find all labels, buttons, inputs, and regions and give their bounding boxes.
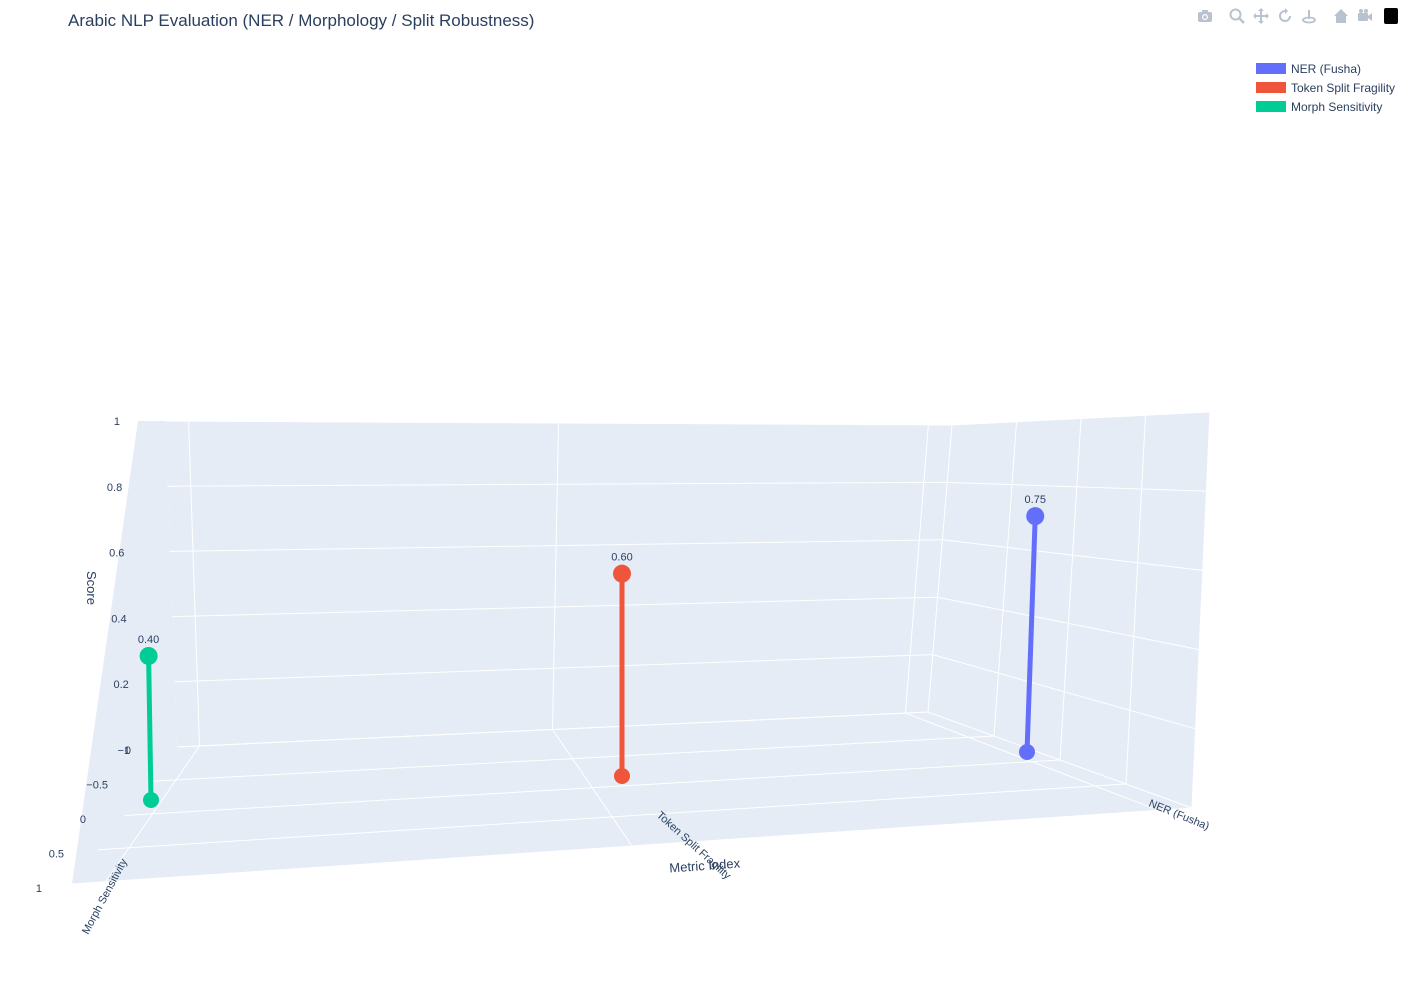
data-label: 0.75 [1025,494,1046,506]
y-gridline-floor [71,807,1193,885]
camera-view-icon[interactable] [1354,5,1376,27]
stem-line [1024,516,1038,753]
data-marks: 0.75 0.60 0.40 [138,494,1046,808]
stem-line [146,655,154,801]
y-tick-label: 1 [36,883,42,895]
pan-icon[interactable] [1250,5,1272,27]
modebar [1194,4,1404,28]
z-tick-label: 0.4 [111,613,126,625]
legend: NER (Fusha) Token Split Fragility Morph Se… [1256,59,1395,116]
base-marker [614,768,630,784]
camera-icon[interactable] [1194,5,1216,27]
gridlines [71,411,1211,885]
back-wall-pane [165,421,952,747]
y-gridline-right [993,421,1017,737]
z-tick-label: 0.8 [107,482,122,494]
data-label: 0.40 [138,634,159,646]
y-tick-label: −0.5 [86,780,108,792]
x-gridline-back [552,422,559,730]
x-gridline-back [188,421,201,746]
axis-titles: Metric Index Score [84,571,741,875]
zoom-icon[interactable] [1226,5,1248,27]
data-label: 0.60 [611,552,632,564]
scene-background [72,412,1210,884]
legend-item[interactable]: NER (Fusha) [1256,59,1395,78]
value-marker [139,646,158,665]
base-marker [143,792,159,808]
y-gridline-floor [176,711,929,748]
legend-item[interactable]: Token Split Fragility [1256,78,1395,97]
home-icon[interactable] [1330,5,1352,27]
z-tick-label: 0.2 [114,679,129,691]
y-gridline-floor [150,735,995,782]
y-tick-label: 0.5 [49,849,64,861]
z-tick-label: 0 [125,745,131,757]
legend-item[interactable]: Morph Sensitivity [1256,97,1395,116]
x-gridline-back [904,424,929,714]
chart-title: Arabic NLP Evaluation (NER / Morphology … [68,11,535,30]
y-gridline-floor [98,783,1127,851]
legend-label: Token Split Fragility [1291,80,1396,95]
y-gridline-right [1059,418,1082,761]
y-gridline-right [927,424,953,713]
y-tick-label: −1 [117,745,130,757]
legend-label: NER (Fusha) [1291,61,1362,76]
z-axis-title: Score [84,571,99,605]
floor-pane [72,712,1192,884]
plotly-logo-icon[interactable] [1384,8,1398,24]
y-gridline-right [1191,411,1211,809]
z-tick-label: 1 [114,416,120,428]
y-tick-label: 0 [80,814,86,826]
x-axis-title: Metric Index [669,856,741,876]
value-marker [1026,507,1045,526]
y-gridline-right [1125,415,1146,785]
value-marker [613,564,631,583]
y-gridline-floor [124,759,1061,816]
base-marker [1019,744,1035,760]
legend-swatch [1256,101,1286,112]
orbit-rotation-icon[interactable] [1274,5,1296,27]
z-tick-label: 0.6 [109,548,124,560]
turntable-rotation-icon[interactable] [1298,5,1320,27]
legend-swatch [1256,82,1286,93]
legend-swatch [1256,63,1286,74]
legend-label: Morph Sensitivity [1291,99,1383,114]
